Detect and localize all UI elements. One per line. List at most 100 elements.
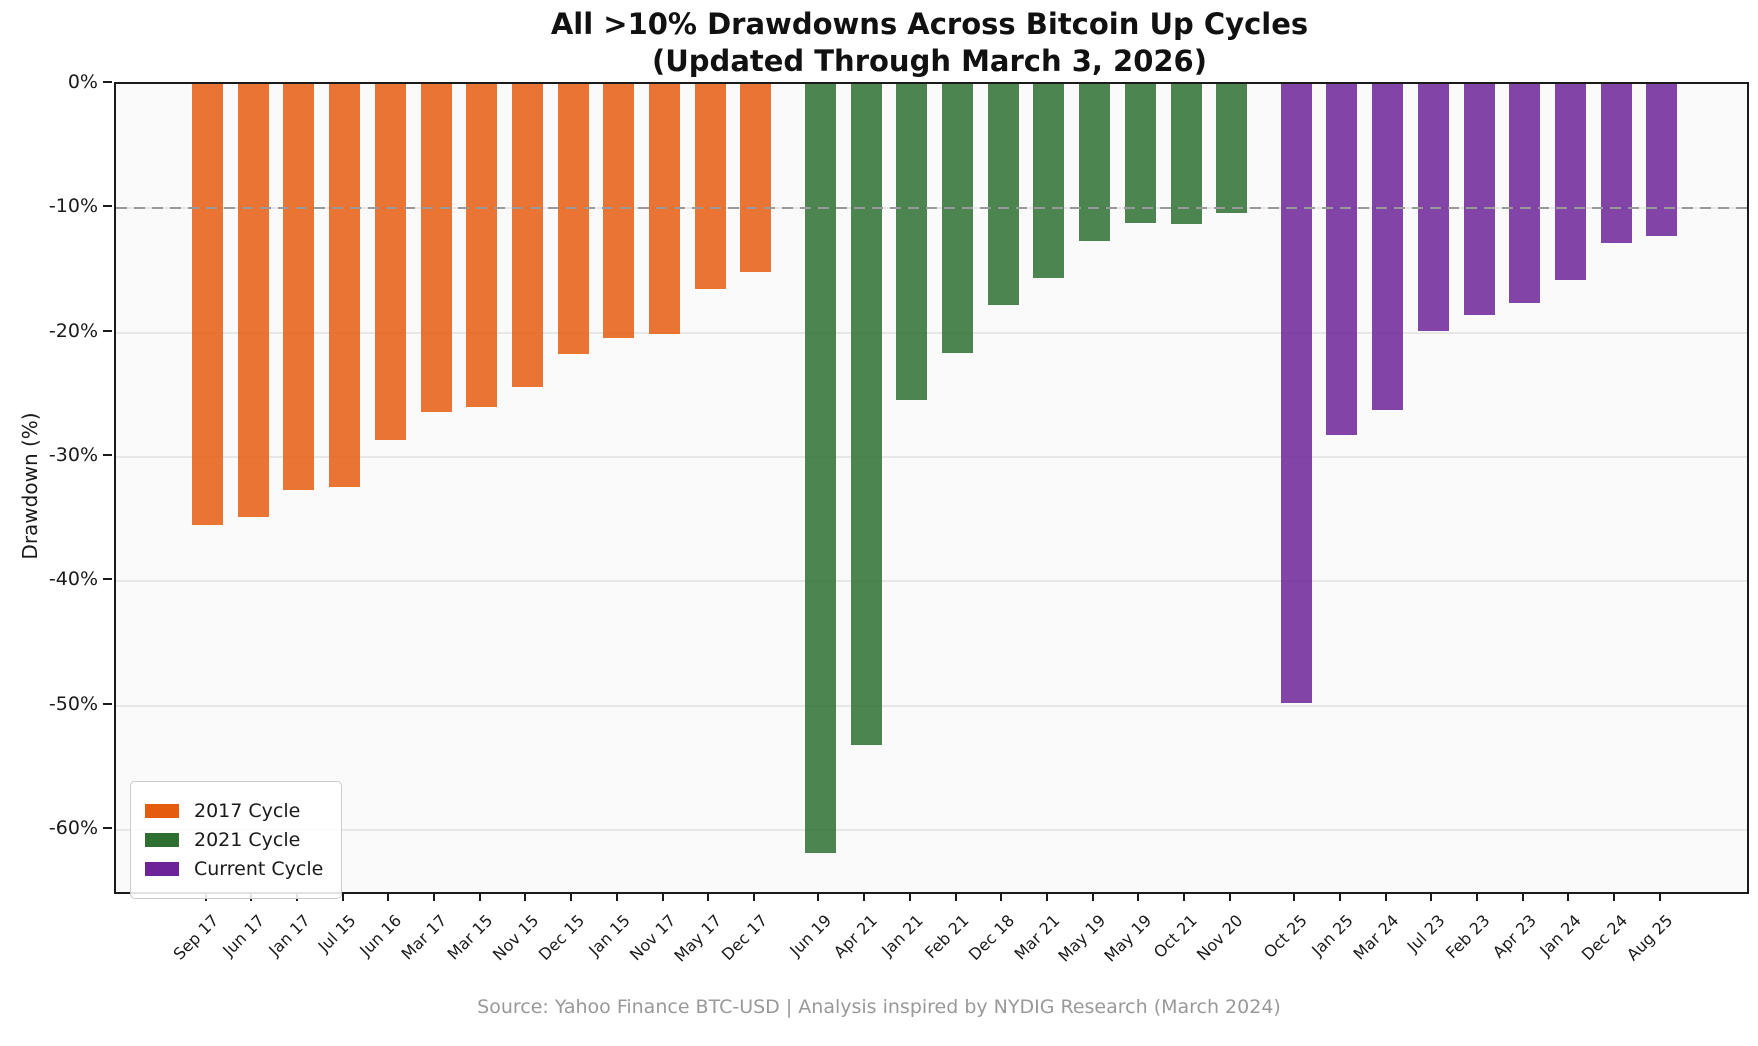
x-axis-tick [817,892,820,901]
x-tick-label: Dec 15 [534,910,588,965]
bar-mar-17 [420,84,452,413]
y-tick-label: -30% [48,443,98,466]
x-axis-tick [1293,892,1296,901]
bar-jul-15 [329,84,361,487]
x-axis-tick [1045,892,1048,901]
x-axis-tick [1613,892,1616,901]
y-axis-tick [103,578,112,581]
x-axis-tick [1091,892,1094,901]
x-tick-label: Mar 24 [1349,910,1403,964]
x-tick-label: Oct 25 [1259,910,1311,962]
x-tick-label: Jul 23 [1402,910,1449,956]
x-axis-tick [661,892,664,901]
y-tick-label: -20% [48,319,98,342]
bar-oct-25 [1280,84,1312,704]
bar-jan-15 [603,84,635,338]
bar-dec-18 [987,84,1019,306]
bar-jun-19 [804,84,836,854]
y-axis-tick [103,453,112,456]
bar-aug-25 [1646,84,1678,236]
x-axis-tick [478,892,481,901]
x-axis-tick [1430,892,1433,901]
x-axis-tick [863,892,866,901]
y-tick-label: -60% [48,816,98,839]
bar-mar-21 [1033,84,1065,278]
x-axis-tick [1183,892,1185,901]
x-axis-tick [707,892,710,901]
y-tick-label: 0% [67,71,98,93]
x-tick-label: Jun 19 [786,910,836,960]
legend-item-current-cycle: Current Cycle [145,858,323,880]
x-tick-label: May 17 [670,910,725,966]
x-tick-label: Mar 21 [1010,910,1064,964]
x-tick-label: Oct 21 [1149,910,1201,962]
x-tick-label: Sep 17 [169,910,223,964]
bar-may-19 [1124,84,1156,224]
x-axis-tick [1521,892,1524,901]
x-tick-label: Mar 15 [443,910,497,964]
y-axis-tick [103,329,112,332]
x-tick-label: Dec 17 [717,910,771,965]
bar-dec-15 [557,84,589,354]
x-tick-label: Jun 17 [218,910,268,960]
bar-jan-25 [1326,84,1358,435]
x-axis-tick [1384,892,1387,901]
x-axis-tick [1567,892,1570,901]
gridline [116,331,1747,334]
chart-title-line1: All >10% Drawdowns Across Bitcoin Up Cyc… [550,7,1309,41]
y-tick-label: -50% [48,692,98,715]
bar-dec-24 [1600,84,1632,244]
reference-line-minus-10pct [116,207,1747,210]
x-axis-tick [954,892,957,901]
x-axis-tick [908,892,911,901]
x-tick-label: Dec 24 [1577,910,1631,965]
bar-apr-23 [1509,84,1541,303]
legend-item-label: 2017 Cycle [194,800,301,822]
legend-swatch-icon [145,833,179,847]
y-axis-tick [103,702,112,705]
bar-may-19 [1079,84,1111,241]
chart-title-line2: (Updated Through March 3, 2026) [652,44,1207,78]
y-tick-label: -10% [48,195,98,218]
x-tick-label: May 19 [1100,910,1156,966]
x-axis-tick [570,892,573,901]
x-tick-label: Dec 18 [964,910,1018,965]
bar-feb-23 [1463,84,1495,316]
x-tick-label: Aug 25 [1623,910,1677,965]
chart-title: All >10% Drawdowns Across Bitcoin Up Cyc… [114,6,1745,80]
bar-mar-15 [466,84,498,408]
x-tick-label: Feb 21 [920,910,973,963]
x-tick-label: Jun 16 [355,910,406,960]
x-axis-tick [615,892,618,901]
x-axis-tick [433,892,435,901]
bar-jan-21 [896,84,928,400]
bar-may-17 [694,84,726,290]
legend-swatch-icon [145,804,179,818]
legend-item-label: 2021 Cycle [194,829,301,851]
x-tick-label: Nov 20 [1192,910,1247,965]
bar-jun-16 [374,84,406,440]
gridline [116,455,1747,458]
legend-swatch-icon [145,862,179,876]
gridline [116,704,1747,707]
x-axis-tick [1476,892,1478,901]
y-tick-label: -40% [48,568,98,591]
bar-nov-20 [1216,84,1248,214]
x-tick-label: Feb 23 [1442,910,1494,963]
x-axis-tick [524,892,527,901]
x-tick-label: Nov 15 [488,910,543,965]
bar-nov-15 [511,84,543,388]
x-axis-tick [752,892,755,901]
bar-jan-24 [1554,84,1586,281]
x-axis-tick [1000,892,1003,901]
x-tick-label: Jan 25 [1307,910,1357,960]
gridline [116,580,1747,583]
bar-jan-17 [283,84,315,491]
x-tick-label: Apr 23 [1488,910,1540,962]
y-axis-tick [103,81,112,83]
legend-item-2017-cycle: 2017 Cycle [145,800,323,822]
plot-area: 2017 Cycle 2021 Cycle Current Cycle [114,82,1749,899]
y-axis-tick [103,205,112,208]
bar-feb-21 [942,84,973,353]
